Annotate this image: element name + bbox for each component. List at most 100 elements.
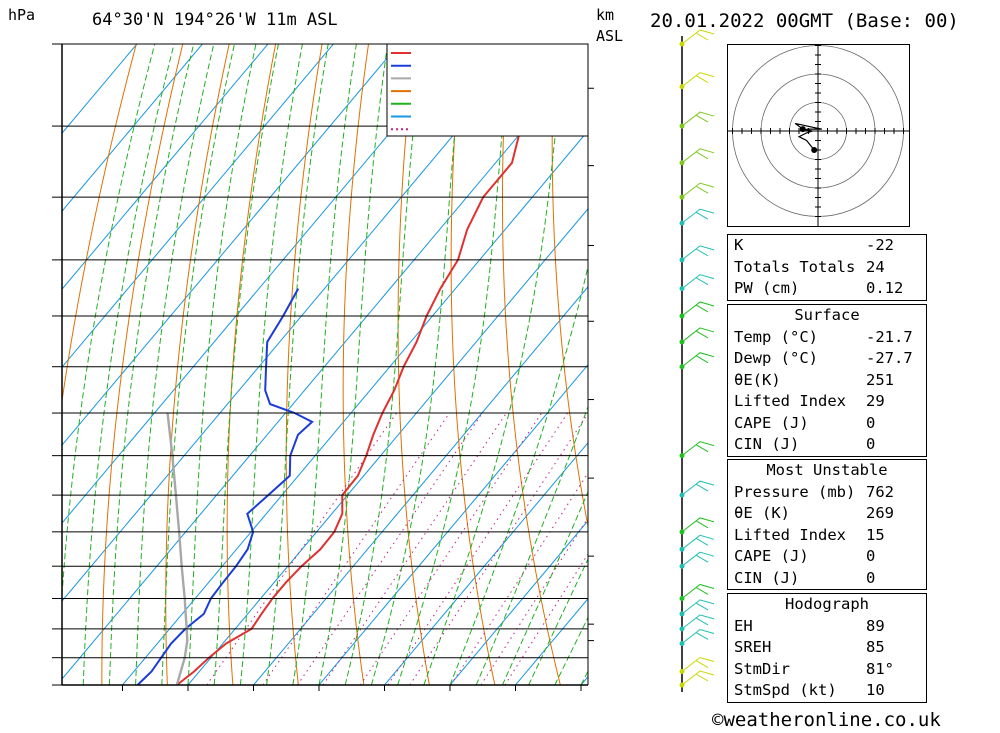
index-value: 0 (866, 413, 876, 432)
dry-adiabat-line (62, 44, 137, 405)
wind-barb-icon (681, 327, 715, 343)
index-value: 89 (866, 616, 885, 635)
index-label: PW (cm) (734, 279, 800, 297)
index-value: 0 (866, 435, 876, 453)
index-value: 0 (866, 568, 876, 587)
wet-adiabat-line (292, 44, 357, 685)
index-row: Lifted Index 15 (728, 525, 926, 547)
copyright-text: ©weatheronline.co.uk (712, 709, 941, 731)
panel-title: Hodograph (785, 595, 869, 613)
index-label: K (734, 236, 744, 254)
wet-adiabat-line (528, 557, 588, 685)
index-label: CIN (J) (734, 568, 800, 587)
index-value: 0.12 (866, 279, 904, 297)
wind-barb-icon (681, 148, 715, 164)
index-value: 251 (866, 370, 894, 389)
index-label: Temp (°C) (734, 327, 818, 346)
most-unstable-panel: Most Unstable Pressure (mb) 762 θE (K) 269 Li… (727, 459, 927, 590)
index-row: CAPE (J) 0 (728, 546, 926, 568)
mixing-ratio-line (322, 412, 507, 685)
index-label: CAPE (J) (734, 547, 809, 565)
dry-adiabat-line (101, 44, 184, 685)
mixing-ratio-line (387, 412, 569, 685)
index-label: CAPE (J) (734, 413, 809, 432)
index-label: StmDir (734, 659, 790, 678)
wet-adiabat-line (187, 44, 257, 685)
panel-title: Most Unstable (766, 461, 888, 479)
index-row: Pressure (mb) 762 (728, 482, 926, 504)
wind-barb-icon (681, 480, 715, 496)
wind-barb-icon (681, 29, 715, 45)
wind-barb-icon (681, 656, 715, 672)
hpa-axis-label: hPa (8, 6, 36, 24)
surface-panel: Surface Temp (°C) -21.7 Dewp (°C) -27.7 θE(K)… (727, 304, 927, 457)
index-value: 29 (866, 392, 885, 410)
wind-barb-icon (681, 441, 715, 457)
km-axis-label: km (596, 6, 615, 24)
wind-barb-icon (681, 551, 715, 567)
index-label: Lifted Index (734, 525, 846, 544)
wind-barb-icon (681, 614, 715, 630)
dewpoint-curve (136, 288, 314, 685)
datetime-title: 20.01.2022 00GMT (Base: 00) (650, 10, 959, 32)
asl-axis-label: ASL (596, 27, 624, 45)
dry-adiabat-line (972, 44, 1000, 685)
index-row: θE (K) 269 (728, 503, 926, 525)
index-row: Dewp (°C) -27.7 (728, 348, 926, 370)
wet-adiabat-line (344, 44, 424, 685)
index-label: Lifted Index (734, 392, 846, 410)
wind-barb-icon (681, 182, 715, 198)
index-label: θE(K) (734, 370, 781, 389)
wet-adiabat-line (266, 44, 329, 685)
index-value: 15 (866, 525, 885, 544)
isotherm-line (449, 519, 588, 685)
index-value: -22 (866, 236, 894, 254)
dry-adiabat-line (551, 44, 588, 529)
index-label: Pressure (mb) (734, 482, 856, 501)
index-value: 10 (866, 681, 885, 699)
index-value: 85 (866, 638, 885, 656)
location-title: 64°30'N 194°26'W 11m ASL (92, 10, 338, 30)
index-value: 0 (866, 547, 876, 565)
mixing-ratio-line (450, 472, 588, 685)
isotherm-line (252, 286, 588, 685)
index-row: StmSpd (kt) 10 (728, 680, 926, 702)
isotherm-line (62, 44, 204, 212)
index-value: 81° (866, 659, 894, 678)
index-row: θE(K) 251 (728, 370, 926, 392)
wind-barb-icon (681, 274, 715, 290)
index-value: 24 (866, 257, 885, 276)
index-row: SREH 85 (728, 637, 926, 659)
wet-adiabat-line (449, 264, 588, 685)
index-value: 762 (866, 482, 894, 501)
legend (386, 43, 589, 137)
isotherm-line (121, 130, 588, 685)
wind-barb-column (679, 29, 715, 692)
index-label: Dewp (°C) (734, 349, 818, 367)
mixing-ratio-line (297, 412, 483, 685)
index-label: CIN (J) (734, 435, 800, 453)
index-value: 269 (866, 504, 894, 522)
wind-barb-icon (681, 352, 715, 368)
isotherm-line (383, 441, 588, 685)
wet-adiabat-line (554, 616, 588, 685)
dry-adiabat-line (600, 44, 691, 685)
index-label: StmSpd (kt) (734, 681, 837, 699)
index-row: PW (cm) 0.12 (728, 278, 926, 300)
mixing-ratio-line (480, 516, 588, 685)
wind-barb-icon (681, 534, 715, 550)
isotherm-line (62, 44, 138, 134)
hodograph-indices-panel: Hodograph EH 89 SREH 85 StmDir 81° StmSpd (kt) 1… (727, 593, 927, 703)
index-value: -27.7 (866, 349, 913, 367)
mixing-ratio-line (504, 553, 588, 685)
wet-adiabat-line (239, 44, 303, 685)
wet-adiabat-line (82, 44, 175, 685)
wind-barb-icon (681, 517, 715, 533)
index-label: θE (K) (734, 504, 790, 522)
wet-adiabat-line (318, 44, 389, 685)
index-row: EH 89 (728, 616, 926, 638)
index-label: SREH (734, 638, 772, 656)
mixing-ratio-line (359, 412, 543, 685)
isotherm-line (62, 44, 269, 290)
hodograph-chart (727, 44, 910, 227)
